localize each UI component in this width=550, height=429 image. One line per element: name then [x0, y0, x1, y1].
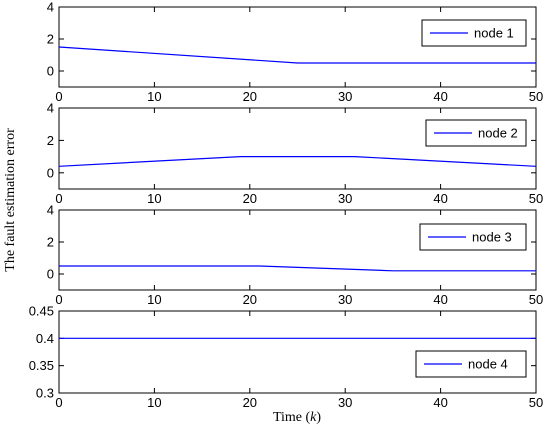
x-tick-label: 0: [55, 89, 62, 104]
y-tick-label: 0.4: [36, 331, 54, 346]
series-line-node-3: [59, 265, 536, 272]
x-tick-label: 10: [147, 395, 161, 410]
series-line-node-1: [58, 46, 536, 64]
axes-box: [58, 6, 537, 88]
y-tick-label: 0: [47, 165, 54, 180]
x-tick-label: 20: [243, 292, 257, 307]
x-tick-label: 20: [243, 395, 257, 410]
y-tick-label: 4: [47, 0, 54, 15]
y-tick-label: 2: [47, 133, 54, 148]
x-tick-label: 10: [147, 191, 161, 206]
x-tick-label: 50: [529, 191, 543, 206]
series-line-node-2: [58, 156, 537, 167]
x-tick-label: 50: [529, 292, 543, 307]
y-axis-label: The fault estimation error: [3, 128, 18, 272]
y-tick-label: 2: [47, 32, 54, 47]
x-tick-label: 0: [55, 191, 62, 206]
legend-label: node 2: [478, 126, 518, 141]
x-axis-label: Time (k): [273, 410, 321, 425]
x-axis-label-suffix: ): [316, 410, 321, 425]
y-tick-label: 0.45: [29, 304, 54, 319]
x-tick-label: 30: [338, 89, 352, 104]
x-tick-label: 40: [433, 292, 447, 307]
legend: node 2: [425, 119, 527, 147]
x-tick-label: 20: [243, 191, 257, 206]
x-axis-label-var: k: [310, 410, 317, 425]
y-tick-label: 0: [47, 267, 54, 282]
y-tick-label: 2: [47, 235, 54, 250]
x-tick-label: 0: [55, 292, 62, 307]
y-tick-label: 0.3: [36, 386, 54, 401]
subplot-4: 0 10 20 30 40 50 0.3 0.35 0.4 0.45 node 4: [29, 304, 544, 411]
x-tick-label: 40: [433, 89, 447, 104]
x-tick-label: 30: [338, 292, 352, 307]
legend: node 1: [421, 19, 527, 47]
x-tick-label: 10: [147, 89, 161, 104]
x-tick-label: 20: [243, 89, 257, 104]
x-axis-label-prefix: Time (: [273, 410, 311, 425]
legend: node 3: [419, 223, 527, 251]
x-tick-label: 10: [147, 292, 161, 307]
y-tick-label: 4: [47, 203, 54, 218]
y-tick-label: 0: [47, 64, 54, 79]
legend-label: node 3: [472, 230, 512, 245]
y-tick-label: 4: [47, 101, 54, 116]
x-tick-label: 50: [529, 89, 543, 104]
subplot-2: 0 10 20 30 40 50 0 2 4 node 2: [47, 101, 543, 207]
x-tick-label: 30: [338, 191, 352, 206]
x-tick-label: 0: [55, 395, 62, 410]
legend-label: node 1: [474, 26, 514, 41]
x-tick-label: 30: [338, 395, 352, 410]
x-tick-label: 50: [529, 395, 543, 410]
legend: node 4: [415, 350, 527, 378]
y-tick-label: 0.35: [29, 358, 54, 373]
subplot-1: 0 10 20 30 40 50 0 2 4 node 1: [47, 0, 543, 104]
x-tick-label: 40: [433, 395, 447, 410]
subplot-3: 0 10 20 30 40 50 0 2 4 node 3: [47, 203, 543, 308]
legend-label: node 4: [468, 357, 508, 372]
x-tick-label: 40: [433, 191, 447, 206]
